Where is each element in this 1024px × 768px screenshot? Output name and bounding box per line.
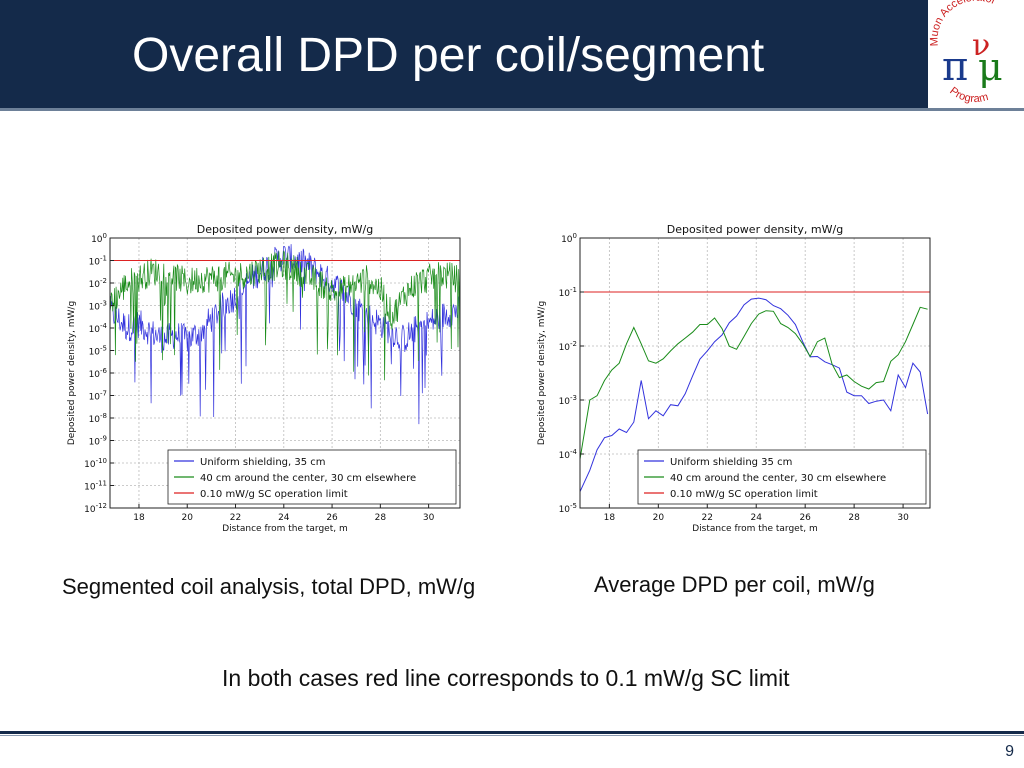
series-blue-line [579,297,929,492]
y-tick-label: 10-11 [84,480,107,493]
legend-entry: 0.10 mW/g SC operation limit [670,489,818,500]
red-line-note: In both cases red line corresponds to 0.… [222,665,790,691]
x-tick-label: 20 [182,513,194,523]
x-tick-label: 26 [326,513,338,523]
segmented-coil-chart: Deposited power density, mW/g 100 10-1 10-2… [60,220,470,540]
y-tick-label: 100 [561,232,577,245]
x-tick-label: 20 [653,513,665,523]
y-tick-label: 10-8 [89,412,107,425]
logo-nu-symbol: ν [972,28,990,63]
page-number: 9 [1005,743,1014,760]
series-blue-line [109,244,461,425]
series-green-line [579,306,928,460]
x-tick-label: 22 [230,513,241,523]
y-axis-label: Deposited power density, mW/g [67,301,77,445]
series-green-line [109,250,461,381]
map-logo: Muon Accelerator Program π ν μ [928,0,1024,108]
y-tick-label: 10-12 [84,502,107,515]
title-bar [0,0,1024,108]
y-tick-label: 10-9 [89,435,107,448]
x-tick-label: 22 [702,513,713,523]
x-tick-label: 18 [133,513,145,523]
legend-box [167,449,457,505]
legend-entry: 40 cm around the center, 30 cm elsewhere [200,473,416,484]
chart-title: Deposited power density, mW/g [197,223,373,236]
legend-entry: Uniform shielding, 35 cm [200,457,326,468]
y-tick-label: 10-4 [89,322,108,335]
chart-title: Deposited power density, mW/g [667,223,843,236]
y-tick-label: 10-3 [559,394,577,407]
plot-frame [579,237,931,509]
x-tick-label: 28 [375,513,387,523]
y-tick-label: 10-4 [559,448,578,461]
y-tick-label: 10-5 [559,502,577,515]
footer-divider-thin [0,735,1024,736]
x-tick-label: 30 [423,513,435,523]
legend-entry: 0.10 mW/g SC operation limit [200,489,348,500]
x-tick-label: 26 [799,513,811,523]
x-tick-label: 30 [897,513,909,523]
x-tick-label: 18 [604,513,616,523]
y-tick-label: 10-3 [89,300,107,313]
x-tick-label: 24 [750,513,762,523]
legend-entry: Uniform shielding 35 cm [670,457,792,468]
title-bar-divider [0,108,1024,111]
x-tick-label: 28 [848,513,860,523]
y-axis-label: Deposited power density, mW/g [537,301,547,445]
legend-box [637,449,927,505]
y-tick-label: 100 [91,232,107,245]
x-axis-label: Distance from the target, m [692,524,818,534]
caption-average: Average DPD per coil, mW/g [594,572,875,597]
footer-divider [0,731,1024,734]
y-tick-label: 10-5 [89,345,107,358]
y-tick-label: 10-7 [89,390,107,403]
logo-pi-symbol: π [942,44,968,90]
legend-entry: 40 cm around the center, 30 cm elsewhere [670,473,886,484]
logo-mu-symbol: μ [978,45,1003,89]
caption-segmented: Segmented coil analysis, total DPD, mW/g [62,574,476,599]
x-tick-label: 24 [278,513,290,523]
y-tick-label: 10-2 [89,277,107,290]
slide-title: Overall DPD per coil/segment [132,29,765,82]
x-axis-label: Distance from the target, m [222,524,348,534]
y-tick-label: 10-1 [559,286,577,299]
average-coil-chart: Deposited power density, mW/g 100 10-1 10-2… [530,220,940,540]
y-tick-label: 10-1 [89,255,107,268]
y-tick-label: 10-10 [84,457,107,470]
y-tick-label: 10-6 [89,367,108,380]
y-tick-label: 10-2 [559,340,577,353]
